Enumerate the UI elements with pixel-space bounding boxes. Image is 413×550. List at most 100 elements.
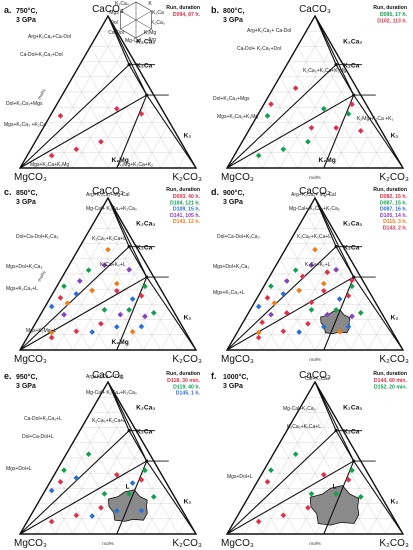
- sample-marker: [73, 475, 80, 481]
- run-legend-header: Run, duration: [373, 187, 407, 193]
- sample-marker: [268, 311, 274, 318]
- sample-marker: [320, 324, 327, 330]
- run-legend-item: D105, 14 h.: [380, 213, 408, 219]
- sample-marker: [142, 467, 148, 474]
- tie-line: [107, 381, 148, 462]
- run-legend-item: D110, 3 h.: [383, 219, 407, 225]
- sample-marker: [129, 328, 136, 335]
- sample-marker: [129, 296, 136, 302]
- tie-line: [226, 460, 354, 535]
- phase-label-k2ca: K₂Ca: [136, 245, 152, 252]
- phase-point: [334, 245, 338, 249]
- sample-markers: [48, 105, 145, 159]
- sample-marker: [61, 467, 67, 473]
- key-label: K₂Ca: [152, 10, 164, 16]
- panel-pressure: 3 GPa: [16, 17, 36, 24]
- run-legend-item: D094, 87 h.: [173, 12, 201, 18]
- sample-marker: [48, 303, 55, 310]
- key-label: Ca-Dol: [108, 30, 124, 36]
- sample-marker: [268, 283, 274, 289]
- run-legend-item: D119, 40 h.: [173, 384, 200, 390]
- sample-marker: [308, 306, 315, 313]
- tie-line: [323, 276, 355, 351]
- phase-label-k2ca: K₂Ca: [343, 245, 359, 252]
- field-label: Arg+K₂Ca₃+ Mg-Cal: [291, 192, 336, 198]
- vertex-right-label: K₂CO₃: [379, 172, 409, 183]
- field-label: Mg-Cal+ K₂Ca₄+K₂Ca₃: [86, 390, 137, 396]
- field-label: Mgs+Dol+L: [227, 474, 253, 480]
- phase-label-k2ca: K₂Ca: [136, 429, 152, 436]
- sample-marker: [57, 295, 64, 301]
- key-spoke: [120, 19, 137, 30]
- grid-line: [178, 518, 188, 535]
- sample-marker: [126, 491, 132, 497]
- sample-marker: [349, 277, 355, 284]
- melt-field: [309, 485, 360, 526]
- key-spoke: [135, 19, 152, 30]
- field-label: K₂Ca₃+K₂Ca+L: [92, 236, 126, 242]
- sample-marker: [292, 85, 299, 92]
- phase-point: [127, 429, 131, 433]
- run-legend-item: D087, 16 h.: [380, 207, 408, 213]
- grid-line: [178, 334, 188, 351]
- sample-marker: [117, 311, 124, 318]
- panel-temperature: 800°C,: [223, 7, 245, 15]
- phase-label-k2: K₂: [184, 315, 192, 322]
- sample-marker: [113, 324, 120, 330]
- vertex-left-label: MgCO₃: [221, 172, 254, 183]
- run-legend-item: D087, 15 h.: [380, 200, 408, 206]
- tie-line: [226, 64, 337, 169]
- tie-line: [146, 94, 197, 169]
- phase-label-k2ca3: K₂Ca₃: [136, 38, 155, 45]
- sample-marker: [280, 328, 287, 335]
- panel-letter: d.: [211, 187, 219, 197]
- tie-lines: [226, 197, 404, 351]
- run-legend-header: Run, duration: [373, 371, 407, 377]
- grid-line: [350, 488, 377, 535]
- tie-lines: [226, 15, 404, 169]
- field-label: K₂Ca₃+K₂Ca+K₂Mg: [303, 68, 347, 74]
- vertex-top-label: CaCO₃: [92, 370, 124, 381]
- vertex-top-label: CaCO₃: [299, 370, 331, 381]
- sample-marker: [101, 490, 108, 497]
- triangle-frame: [18, 196, 198, 351]
- tie-line: [226, 246, 337, 351]
- sample-marker: [308, 124, 315, 131]
- run-legend-item: D144, 60 min.: [374, 378, 408, 384]
- sample-marker: [336, 328, 343, 335]
- tie-line: [314, 197, 355, 278]
- key-label: L: [135, 0, 138, 1]
- tie-line: [19, 276, 147, 351]
- panel-letter: c.: [4, 187, 12, 197]
- sample-marker: [89, 513, 95, 519]
- tie-line: [353, 276, 404, 351]
- field-label: Mgs+K₂Mg+L: [26, 328, 57, 334]
- run-legend-header: Run, duration: [373, 5, 407, 11]
- grid-line: [37, 213, 117, 351]
- sample-marker: [259, 319, 266, 326]
- sample-marker: [284, 310, 290, 316]
- key-label: Arg: [148, 37, 156, 43]
- phase-point: [352, 275, 356, 279]
- vertex-right-label: K₂CO₃: [172, 172, 202, 183]
- phase-point: [127, 245, 131, 249]
- tie-lines: [19, 381, 197, 535]
- grid-line: [279, 61, 342, 169]
- field-label: Mgs+K₂Ca₃+L: [6, 286, 38, 292]
- panel-temperature: 950°C,: [16, 373, 38, 381]
- vertex-right-label: K₂CO₃: [379, 538, 409, 549]
- tie-line: [226, 94, 354, 169]
- sample-marker: [57, 113, 64, 119]
- field-label: Ca-Dol+K₂Ca₃+L: [24, 416, 62, 422]
- sample-marker: [349, 283, 355, 290]
- sample-marker: [126, 307, 132, 313]
- axis-label: mol%: [309, 541, 321, 546]
- phase-label-k2ca: K₂Ca: [343, 429, 359, 436]
- sample-marker: [264, 113, 271, 119]
- key-spoke: [120, 10, 137, 21]
- field-label: Mgs+K₂Ca₃+K₂Mg: [217, 114, 258, 120]
- key-label: Mg-Cal: [125, 38, 141, 44]
- field-label: Mgs+K₂Ca+K₂Mg: [30, 162, 69, 168]
- sample-marker: [349, 467, 355, 474]
- sample-marker: [268, 101, 274, 107]
